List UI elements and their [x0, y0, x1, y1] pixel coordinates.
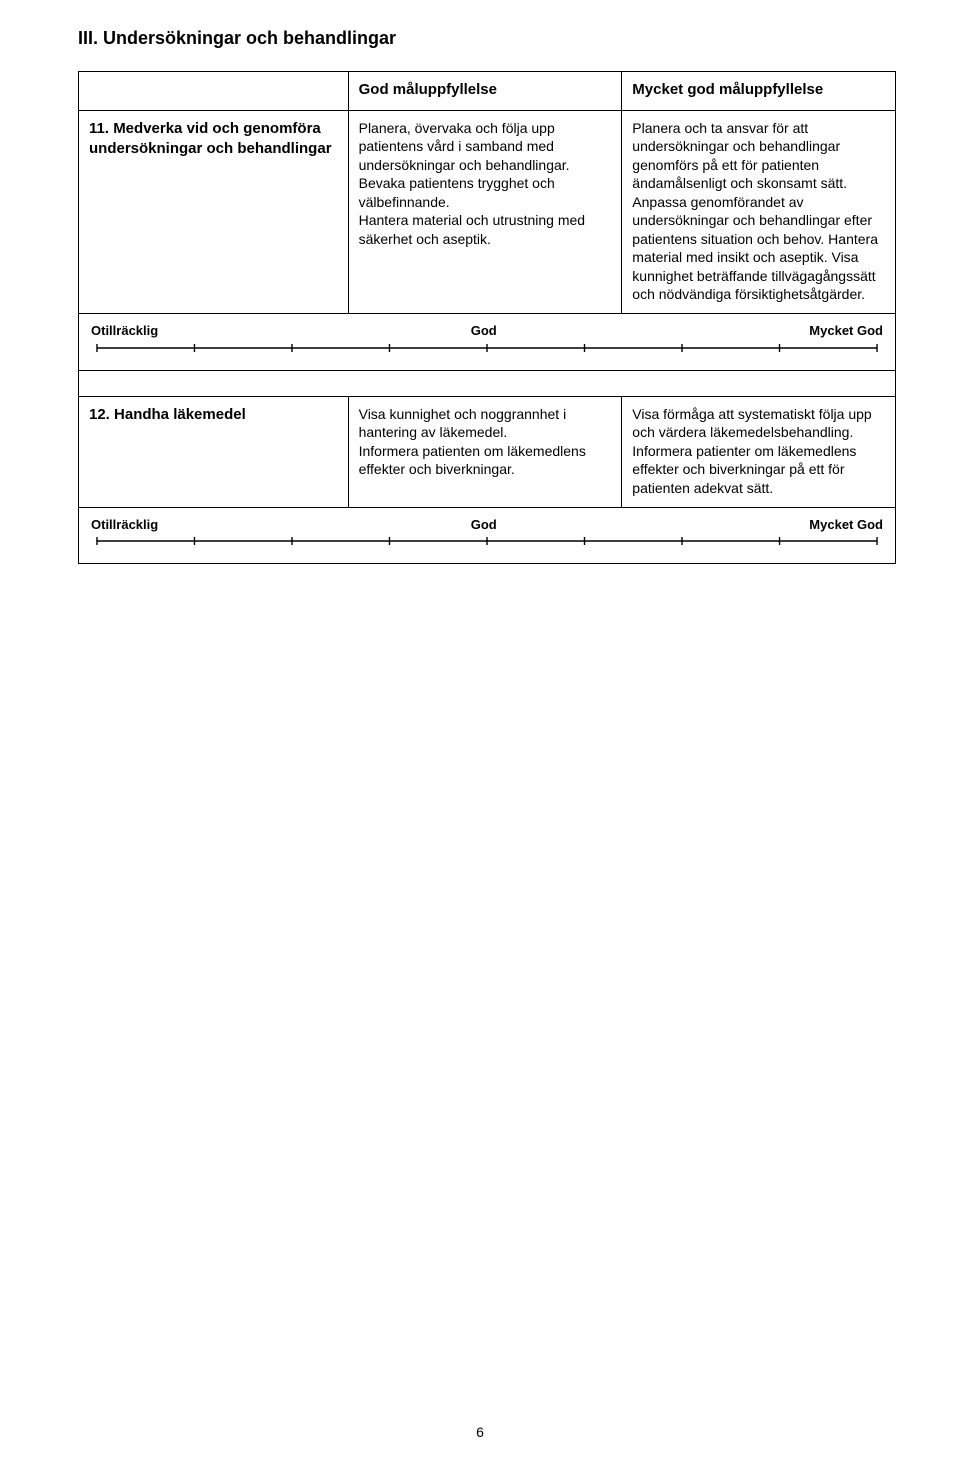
header-god: God måluppfyllelse [348, 72, 622, 111]
item11-label-cell: 11. Medverka vid och genomföra undersökn… [79, 110, 349, 314]
criteria-table: God måluppfyllelse Mycket god måluppfyll… [78, 71, 896, 564]
scale-labels: Otillräcklig God Mycket God [89, 322, 885, 339]
item11-scale: Otillräcklig God Mycket God [89, 322, 885, 359]
scale-label-left: Otillräcklig [91, 322, 158, 339]
scale-label-right: Mycket God [809, 322, 883, 339]
item12-god-cell: Visa kunnighet och noggrannhet i hanteri… [348, 396, 622, 507]
item12-label: 12. Handha läkemedel [89, 406, 246, 423]
section-title: III. Undersökningar och behandlingar [78, 28, 896, 49]
item12-scale-cell: Otillräcklig God Mycket God [79, 507, 896, 563]
page-number: 6 [0, 1424, 960, 1440]
header-empty [79, 72, 349, 111]
scale-labels: Otillräcklig God Mycket God [89, 516, 885, 533]
scale-line-svg [89, 342, 885, 360]
item12-label-cell: 12. Handha läkemedel [79, 396, 349, 507]
item12-mycket-cell: Visa förmåga att systematiskt följa upp … [622, 396, 896, 507]
item11-label: 11. Medverka vid och genomföra undersökn… [89, 120, 332, 157]
item12-scale-row: Otillräcklig God Mycket God [79, 507, 896, 563]
scale-label-right: Mycket God [809, 516, 883, 533]
item11-row: 11. Medverka vid och genomföra undersökn… [79, 110, 896, 314]
scale-label-left: Otillräcklig [91, 516, 158, 533]
item11-scale-cell: Otillräcklig God Mycket God [79, 314, 896, 370]
scale-line-svg [89, 535, 885, 553]
table-header-row: God måluppfyllelse Mycket god måluppfyll… [79, 72, 896, 111]
header-mycket-god: Mycket god måluppfyllelse [622, 72, 896, 111]
item12-scale: Otillräcklig God Mycket God [89, 516, 885, 553]
item11-scale-row: Otillräcklig God Mycket God [79, 314, 896, 370]
item11-god-cell: Planera, övervaka och följa upp patiente… [348, 110, 622, 314]
table-gap [79, 370, 896, 396]
scale-label-mid: God [471, 322, 497, 339]
scale-label-mid: God [471, 516, 497, 533]
item12-row: 12. Handha läkemedel Visa kunnighet och … [79, 396, 896, 507]
item11-mycket-cell: Planera och ta ansvar för att undersökni… [622, 110, 896, 314]
